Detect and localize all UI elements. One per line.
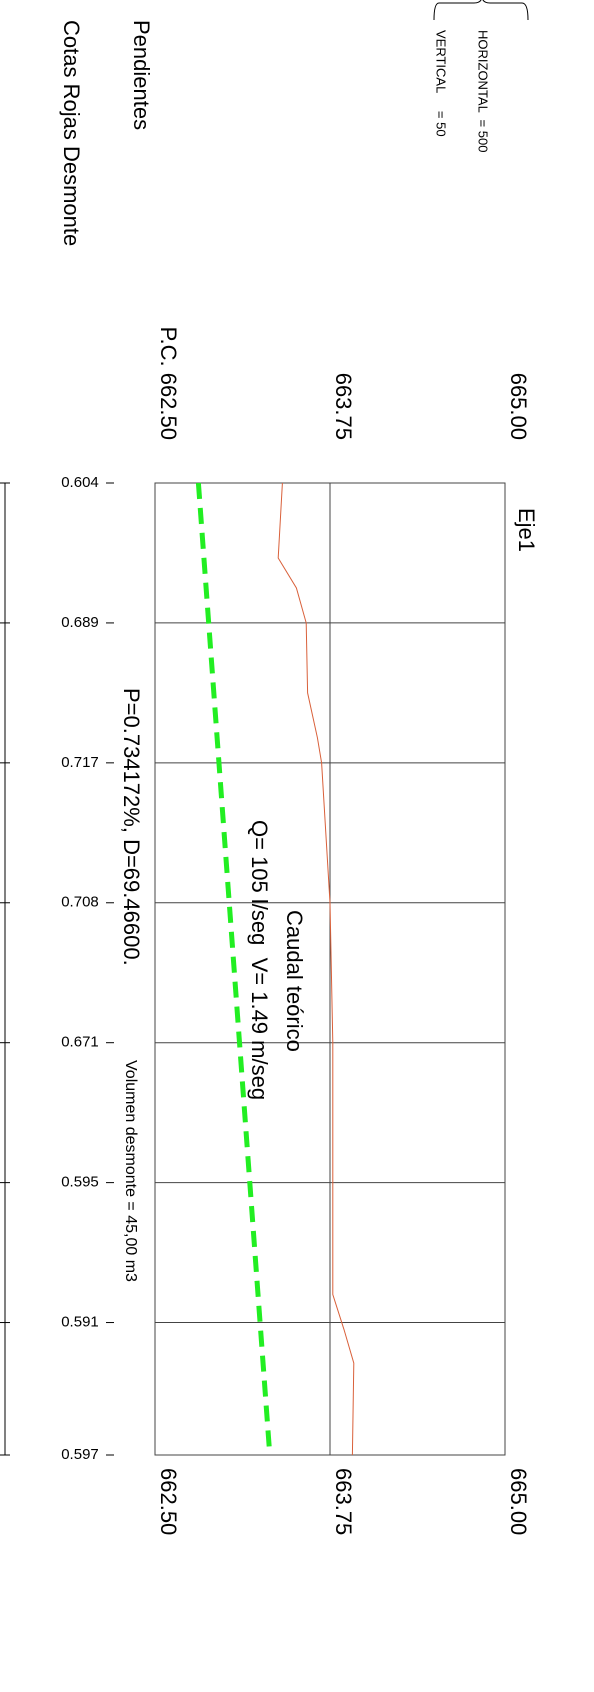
cota-roja-label: 0.591 xyxy=(61,1314,99,1331)
cota-roja-label: 0.595 xyxy=(61,1174,99,1191)
row-label: Pendientes xyxy=(129,20,154,130)
cota-roja-label: 0.689 xyxy=(61,614,99,631)
reference-label: 665.00 xyxy=(506,373,531,440)
annotation: Volumen desmonte = 45,00 m3 xyxy=(122,1060,139,1282)
grade-line xyxy=(195,482,273,1456)
cota-roja-label: 0.597 xyxy=(61,1446,99,1463)
terrain-line xyxy=(277,482,355,1456)
scale-label: HORIZONTAL = 500 xyxy=(476,30,491,152)
annotation: Q= 105 l/seg V= 1.49 m/seg xyxy=(247,820,272,1100)
annotation: P=0.734172%, D=69.46600. xyxy=(119,688,144,966)
reference-label: 663.75 xyxy=(331,373,356,440)
profile: Eje1 Pendientes Cotas Rojas Desmonte HORIZO… xyxy=(0,0,539,1535)
row-label: Cotas Rojas Desmonte xyxy=(59,20,84,246)
cota-roja-label: 0.717 xyxy=(61,754,99,771)
y-tick-label: 663.75 xyxy=(331,1468,356,1535)
reference-label: P.C. 662.50 xyxy=(156,327,181,440)
cota-roja-label: 0.604 xyxy=(61,474,99,491)
scale-label: VERTICAL = 50 xyxy=(434,30,449,137)
cota-roja-label: 0.708 xyxy=(61,894,99,911)
chart-title: Eje1 xyxy=(514,508,539,552)
annotation: Caudal teórico xyxy=(282,910,307,1052)
scale-brace xyxy=(433,0,529,21)
y-tick-label: 665.00 xyxy=(506,1468,531,1535)
y-tick-label: 662.50 xyxy=(156,1468,181,1535)
cota-roja-label: 0.671 xyxy=(61,1034,99,1051)
